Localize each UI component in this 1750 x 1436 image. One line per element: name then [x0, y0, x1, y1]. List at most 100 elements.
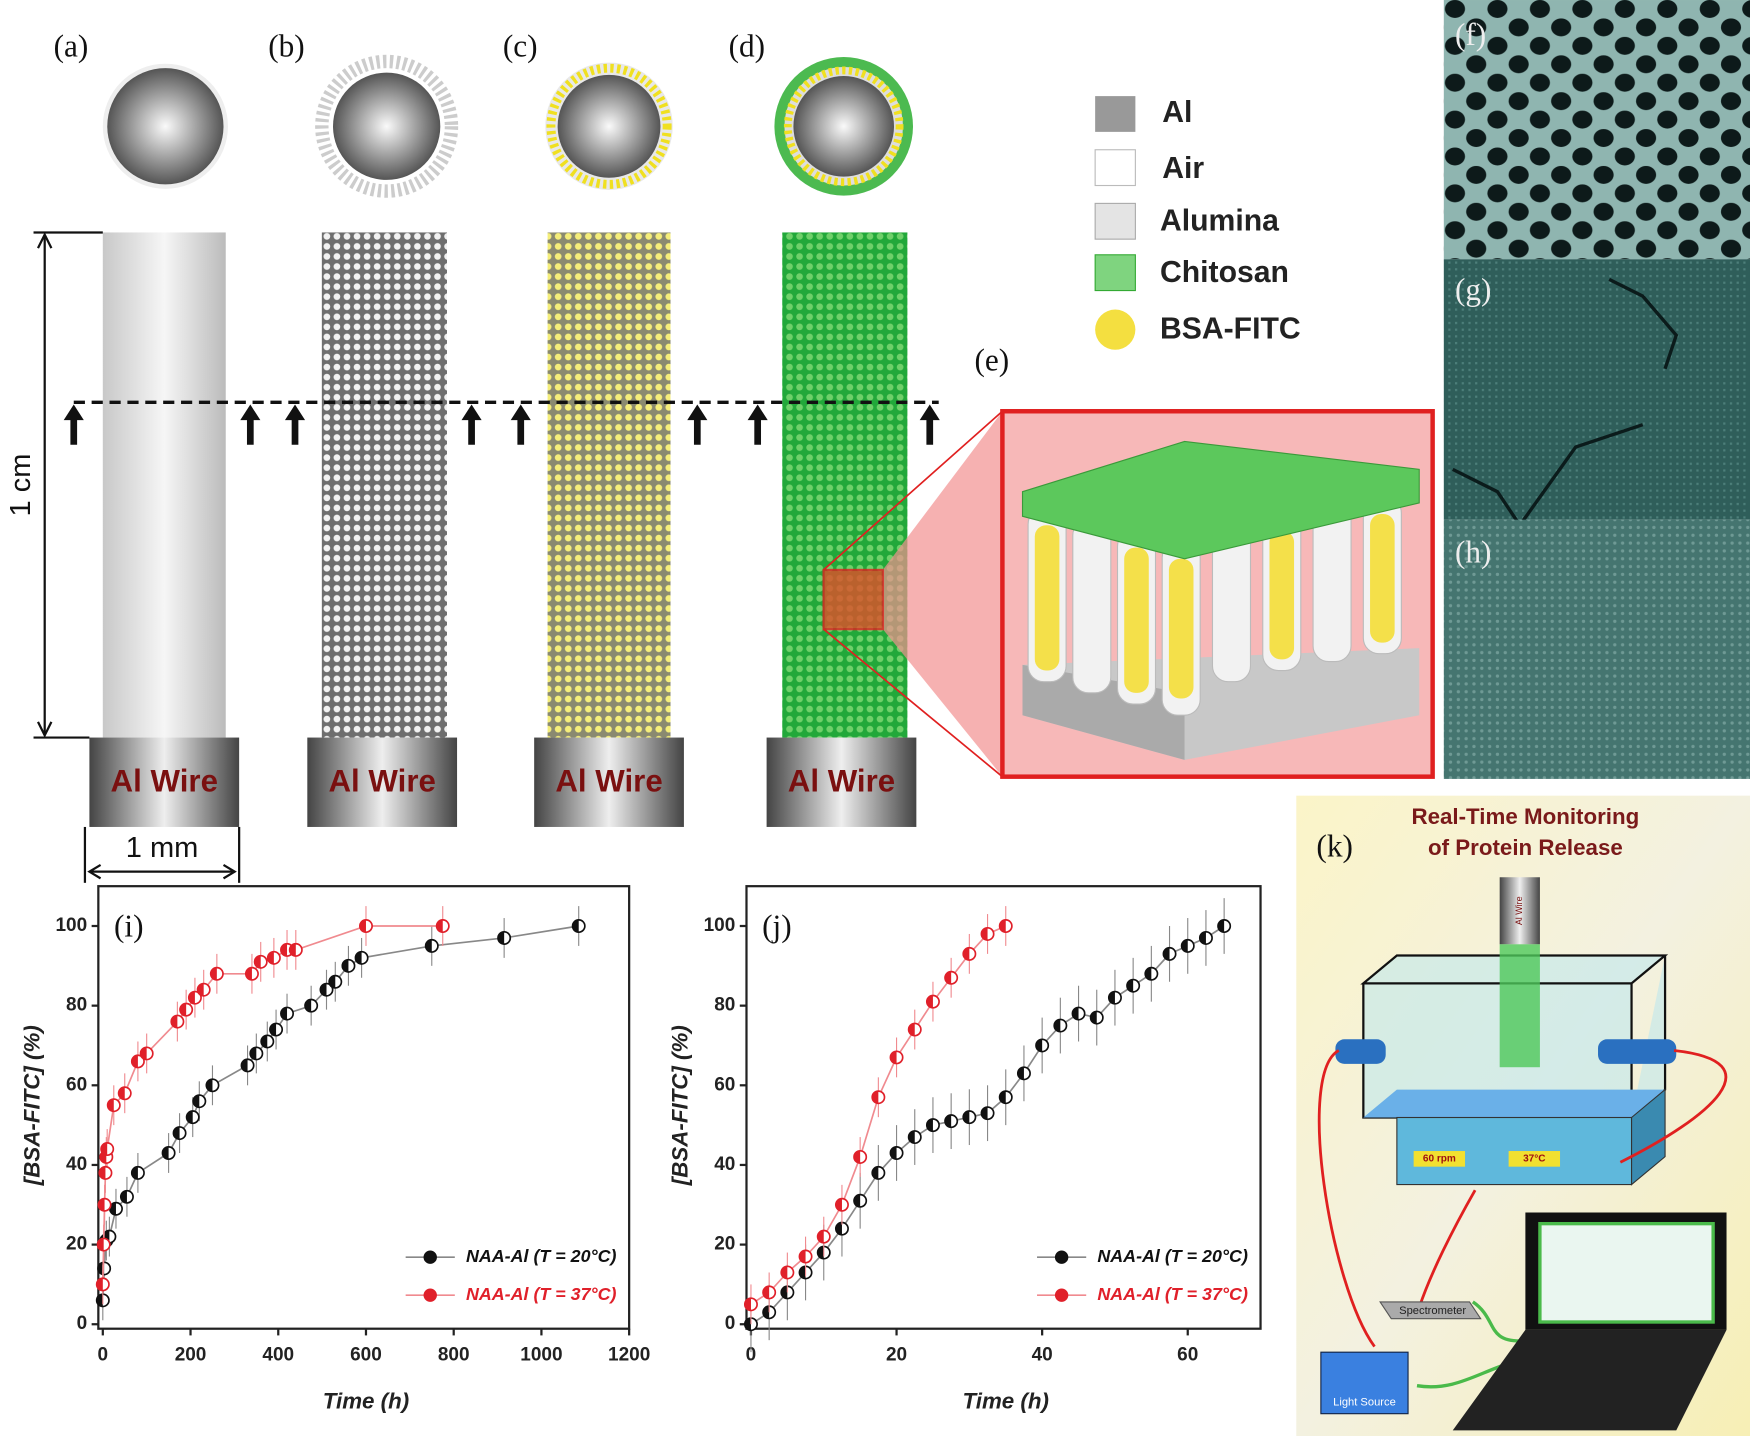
panel-label: (k)	[1316, 828, 1352, 863]
point-half	[817, 1246, 824, 1259]
wire-label: Al Wire	[555, 764, 662, 799]
point-half	[1054, 1019, 1061, 1032]
x-tick-label: 40	[1032, 1345, 1053, 1366]
point-half	[359, 919, 366, 933]
y-tick-label: 60	[66, 1074, 87, 1095]
point-half	[872, 1091, 879, 1104]
panel-label: (h)	[1455, 535, 1491, 570]
panel-label: (d)	[729, 28, 765, 63]
x-tick-label: 400	[262, 1345, 294, 1366]
y-tick-label: 60	[714, 1074, 735, 1095]
point-half	[250, 1047, 257, 1060]
setup-title: of Protein Release	[1428, 835, 1623, 860]
point-half	[267, 951, 274, 965]
point-half	[173, 1126, 180, 1140]
point-half	[261, 1035, 268, 1048]
point-half	[107, 1099, 114, 1112]
spectrometer-label: Spectrometer	[1399, 1305, 1466, 1317]
speed-label: 60 rpm	[1423, 1154, 1456, 1165]
point-half	[1126, 979, 1134, 992]
point-half	[945, 1114, 952, 1128]
point-half	[981, 1107, 988, 1120]
panel-label: (j)	[762, 909, 792, 944]
point-half	[162, 1146, 169, 1160]
y-tick-label: 100	[704, 915, 736, 936]
x-tick-label: 0	[746, 1345, 757, 1366]
point-half	[572, 919, 579, 933]
point-half	[908, 1023, 915, 1036]
point-half	[781, 1266, 788, 1279]
point-half	[872, 1166, 879, 1180]
x-tick-label: 200	[175, 1345, 207, 1366]
legend-label: NAA-Al (T = 20°C)	[1097, 1246, 1248, 1266]
panel-label: (a)	[54, 28, 89, 63]
x-tick-label: 1200	[608, 1345, 650, 1366]
wires	[89, 232, 917, 827]
legend-label: NAA-Al (T = 37°C)	[1097, 1284, 1248, 1304]
series-line	[101, 925, 443, 1285]
point-half	[981, 927, 988, 941]
point-half	[99, 1166, 106, 1180]
point-half	[197, 983, 204, 996]
point-half	[1181, 939, 1188, 953]
point-half	[101, 1142, 108, 1156]
point-half	[98, 1198, 105, 1211]
point-half	[1145, 967, 1152, 980]
point-half	[96, 1278, 103, 1291]
point-half	[186, 1111, 193, 1124]
plot-frame	[97, 885, 631, 1330]
point-half	[329, 975, 336, 988]
y-tick-label: 80	[714, 995, 735, 1016]
point-half	[817, 1230, 824, 1243]
point-half	[320, 983, 327, 996]
point-half	[1163, 947, 1170, 961]
x-tick-label: 60	[1177, 1345, 1198, 1366]
y-tick-label: 20	[66, 1234, 87, 1255]
cross-sections	[102, 54, 913, 198]
legend-label: Chitosan	[1160, 256, 1289, 289]
cut-marks	[63, 400, 940, 445]
legend-marker	[1054, 1288, 1069, 1302]
point-half	[1017, 1067, 1024, 1080]
point-half	[425, 939, 432, 953]
point-half	[1217, 919, 1225, 933]
setup-illustration: (k) Real-Time Monitoring of Protein Rele…	[1296, 795, 1750, 1436]
length-label: 1 cm	[5, 454, 37, 517]
chart: 0 200 400 600 800 1000 1200 0 20 40 60 80 100 Time (h…	[19, 885, 650, 1413]
wire-label: Al Wire	[1514, 896, 1524, 925]
point-half	[1199, 931, 1206, 945]
point-half	[269, 1023, 277, 1036]
point-half	[96, 1294, 103, 1307]
point-half	[342, 959, 349, 972]
legend-label: Air	[1162, 152, 1204, 185]
point-half	[999, 919, 1006, 933]
panel-label: (e)	[974, 342, 1009, 377]
x-tick-label: 800	[438, 1345, 470, 1366]
x-tick-label: 20	[886, 1345, 907, 1366]
temperature-label: 37°C	[1523, 1154, 1545, 1165]
point-half	[799, 1250, 806, 1263]
panel-label: (i)	[114, 909, 144, 944]
y-tick-label: 100	[55, 915, 87, 936]
y-tick-label: 40	[66, 1154, 87, 1175]
panel-label: (c)	[503, 28, 538, 63]
point-half	[744, 1318, 751, 1331]
y-tick-label: 80	[66, 995, 87, 1016]
point-half	[280, 943, 288, 957]
point-half	[890, 1146, 897, 1160]
legend-label: NAA-Al (T = 20°C)	[466, 1246, 617, 1266]
point-half	[241, 1059, 248, 1072]
y-tick-label: 0	[725, 1313, 736, 1334]
point-half	[254, 955, 261, 968]
x-axis-label: Time (h)	[963, 1388, 1049, 1413]
point-half	[120, 1190, 127, 1203]
point-half	[1035, 1039, 1043, 1052]
point-half	[131, 1166, 138, 1180]
plot-frame	[745, 885, 1262, 1330]
chart: 0 20 40 60 0 20 40 60 80 100 Time (h) [BSA-FITC] (%…	[668, 885, 1262, 1413]
point-half	[436, 919, 443, 933]
legend-marker	[1054, 1250, 1069, 1264]
point-half	[926, 995, 933, 1008]
point-half	[1090, 1011, 1097, 1024]
